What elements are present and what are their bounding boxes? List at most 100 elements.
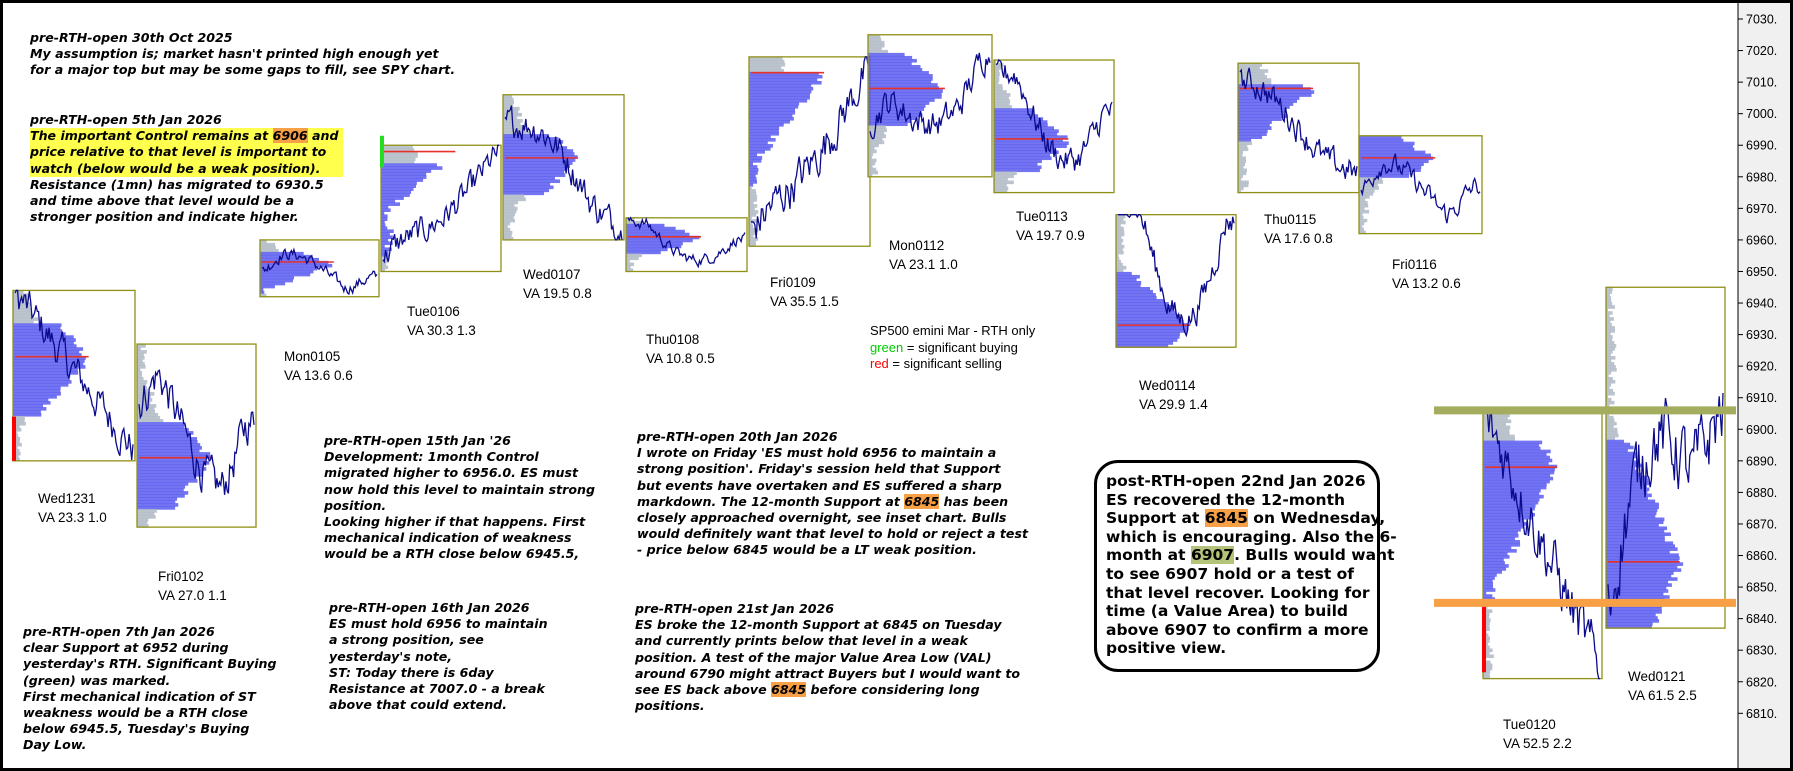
volume-profile-bar (13, 308, 31, 312)
volume-profile-bar (1483, 615, 1490, 619)
note-line: price relative to that level is importan… (30, 144, 327, 160)
volume-profile-bar (1116, 329, 1187, 333)
volume-profile-bar (1606, 418, 1615, 423)
volume-profile-bar (749, 159, 762, 163)
note-line: above 6907 to confirm a more (1106, 620, 1369, 639)
volume-profile-bar (1606, 544, 1676, 548)
session-value-area: VA 19.7 0.9 (1016, 228, 1085, 243)
note-line: markdown. The 12-month Support at (637, 493, 905, 509)
volume-profile-bar (1483, 540, 1520, 544)
session-value-area: VA 23.3 1.0 (38, 510, 107, 525)
volume-profile-bar (1483, 440, 1543, 445)
volume-profile-bar (868, 83, 938, 87)
volume-profile-bar (1483, 549, 1517, 553)
volume-profile-bar (1606, 323, 1612, 327)
session-Fri0109 (748, 56, 871, 247)
note-line: and (307, 128, 339, 144)
volume-profile-bar (13, 314, 34, 318)
session-name: Fri0109 (770, 275, 816, 290)
volume-profile-bar (503, 149, 574, 153)
note-line: which is encouraging. Also the 6- (1106, 527, 1397, 546)
volume-profile-bar (868, 152, 874, 157)
price-axis-tick-label: 6930. (1746, 328, 1777, 342)
volume-profile-bar (1606, 502, 1659, 507)
volume-profile-bar (1606, 592, 1664, 596)
volume-profile-bar (994, 69, 1000, 73)
volume-profile-bar (1116, 280, 1142, 285)
volume-profile-bar (1116, 299, 1165, 303)
volume-profile-bar (137, 434, 190, 438)
volume-profile-bar (626, 256, 639, 261)
session-Fri0116 (1358, 135, 1483, 235)
volume-profile-bar (503, 155, 578, 159)
volume-profile-bar (1116, 311, 1177, 315)
volume-profile-bar (1116, 262, 1123, 267)
volume-profile-bar (1116, 247, 1123, 252)
volume-profile-bar (1238, 126, 1272, 130)
volume-profile-bar (1116, 326, 1189, 330)
session-box (259, 239, 380, 298)
volume-profile-bar (1238, 153, 1243, 158)
volume-profile-bar (868, 128, 887, 133)
volume-profile-bar (381, 160, 415, 164)
volume-profile-bar (381, 220, 385, 224)
volume-profile-bar (749, 240, 756, 244)
volume-profile-bar (381, 145, 413, 149)
volume-profile-bar (994, 177, 1008, 182)
session-name: Tue0106 (407, 304, 460, 319)
volume-profile-bar (749, 207, 755, 211)
volume-profile-bar (381, 262, 387, 267)
price-axis-tick-label: 6940. (1746, 297, 1777, 311)
price-line (627, 216, 746, 269)
volume-profile-bar (137, 473, 203, 477)
volume-profile-bar (1483, 518, 1525, 523)
volume-profile-bar (1238, 183, 1249, 188)
volume-profile-bar (1238, 177, 1242, 182)
note-line: would be a RTH close below 6945.5, (324, 546, 580, 562)
volume-profile-bar (1238, 129, 1268, 133)
volume-profile-bar (137, 359, 143, 363)
volume-profile-bar (1359, 203, 1369, 208)
volume-profile-bar (994, 168, 1040, 173)
volume-profile-bar (503, 137, 559, 141)
volume-profile-bar (1359, 227, 1365, 232)
volume-profile-bar (137, 443, 201, 447)
volume-profile-bar (1116, 220, 1126, 225)
volume-profile-bar (13, 365, 86, 369)
volume-profile-bar (994, 165, 1042, 170)
session-value-area: VA 29.9 1.4 (1139, 397, 1208, 412)
volume-profile-bar (1483, 651, 1490, 656)
note-line: Resistance at 7007.0 - a break (329, 681, 545, 697)
volume-profile-bar (1238, 162, 1245, 167)
volume-profile-bar (137, 500, 176, 504)
note-7-jan: pre-RTH-open 7th Jan 2026 clear Support … (23, 624, 277, 754)
volume-profile-bar (1483, 648, 1493, 653)
session-label: Thu0115 VA 17.6 0.8 (1264, 210, 1333, 248)
volume-profile-bar (1116, 214, 1126, 219)
volume-profile-bar (994, 162, 1038, 167)
volume-profile-bar (1483, 503, 1536, 508)
volume-profile-bar (1359, 215, 1364, 220)
volume-profile-bar (994, 153, 1051, 158)
volume-profile-bar (868, 101, 930, 105)
volume-profile-bar (749, 104, 799, 109)
volume-profile-bar (1483, 434, 1515, 439)
volume-profile-bar (868, 98, 935, 102)
volume-profile-bar (137, 344, 146, 348)
volume-profile-bar (1606, 427, 1618, 432)
volume-profile-bar (868, 170, 879, 175)
volume-profile-bar (749, 92, 810, 97)
volume-profile-bar (749, 153, 758, 157)
volume-profile-bar (13, 415, 25, 420)
volume-profile-bar (1359, 224, 1363, 229)
volume-profile-bar (868, 140, 885, 145)
note-line: position. A test of the major Value Area… (635, 649, 992, 665)
volume-profile-bar (137, 482, 189, 486)
volume-profile-bar (1483, 534, 1519, 538)
volume-profile-bar (868, 143, 879, 148)
note-line: pre-RTH-open 15th Jan '26 (324, 433, 511, 448)
note-line: a strong position, see (329, 632, 484, 648)
volume-profile-bar (868, 164, 873, 169)
volume-profile-bar (13, 398, 49, 402)
note-line: Resistance (1mn) has migrated to 6930.5 (30, 176, 324, 192)
